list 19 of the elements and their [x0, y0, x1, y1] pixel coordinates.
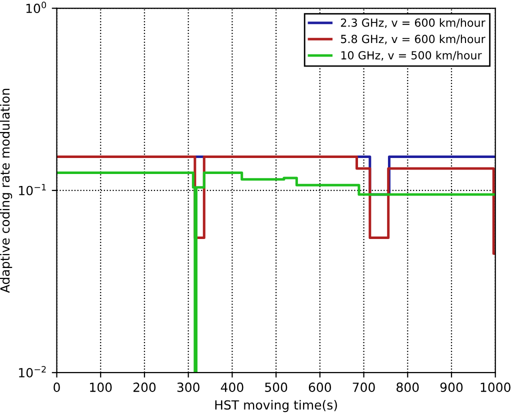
- x-tick-label: 500: [265, 382, 288, 392]
- x-tick-label: 1000: [480, 382, 510, 392]
- x-tick-label: 300: [177, 382, 200, 392]
- x-axis-title: HST moving time(s): [215, 400, 337, 412]
- x-tick-label: 200: [133, 382, 156, 392]
- x-tick-label: 900: [440, 382, 463, 392]
- x-tick-label: 700: [352, 382, 375, 392]
- legend-label: 10 GHz, v = 500 km/hour: [341, 50, 482, 61]
- x-tick-label: 800: [396, 382, 419, 392]
- x-tick-label: 0: [54, 382, 60, 392]
- y-axis-title: Adaptive coding rate modulation: [0, 88, 12, 293]
- x-tick-label: 100: [90, 382, 112, 392]
- y-tick-label: 10$^{−1}$: [19, 184, 46, 196]
- x-tick-label: 600: [308, 382, 332, 392]
- y-tick-label: 10$^{0}$: [26, 2, 46, 14]
- legend-label: 5.8 GHz, v = 600 km/hour: [341, 34, 486, 44]
- legend-label: 2.3 GHz, v = 600 km/hour: [340, 18, 486, 28]
- x-tick-label: 400: [220, 382, 244, 392]
- y-tick-label: 10$^{−2}$: [19, 366, 46, 378]
